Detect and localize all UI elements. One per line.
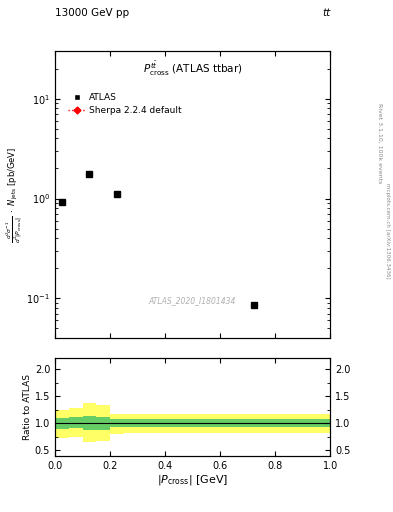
Legend: ATLAS, Sherpa 2.2.4 default: ATLAS, Sherpa 2.2.4 default <box>65 90 185 118</box>
Text: $P_{\rm cross}^{t\bar{t}}$ (ATLAS ttbar): $P_{\rm cross}^{t\bar{t}}$ (ATLAS ttbar) <box>143 60 242 78</box>
X-axis label: $|P_{\mathrm{cross}}|$ [GeV]: $|P_{\mathrm{cross}}|$ [GeV] <box>157 473 228 487</box>
Text: ATLAS_2020_I1801434: ATLAS_2020_I1801434 <box>149 296 236 305</box>
Text: Rivet 3.1.10, 100k events: Rivet 3.1.10, 100k events <box>377 103 382 183</box>
Text: tt: tt <box>322 8 330 18</box>
Y-axis label: Ratio to ATLAS: Ratio to ATLAS <box>23 374 32 440</box>
Text: 13000 GeV pp: 13000 GeV pp <box>55 8 129 18</box>
Text: mcplots.cern.ch [arXiv:1306.3436]: mcplots.cern.ch [arXiv:1306.3436] <box>385 183 389 278</box>
Y-axis label: $\frac{d^2\sigma^{-1}}{d^2|P_{\rm cross}|}\ \cdot\ N_{\rm jets}$ [pb/GeV]: $\frac{d^2\sigma^{-1}}{d^2|P_{\rm cross}… <box>4 146 24 243</box>
